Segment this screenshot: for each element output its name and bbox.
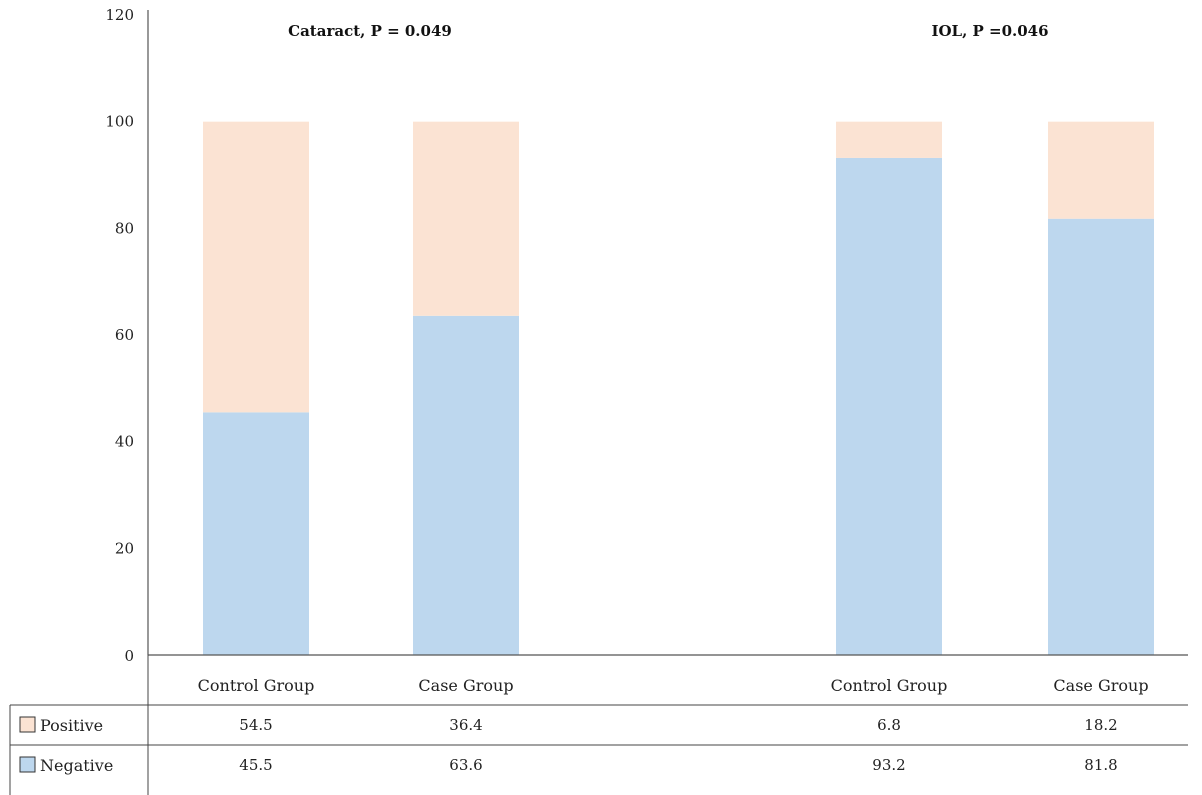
table-cell-value: 36.4 bbox=[449, 716, 482, 734]
axes-layer: 0 20 40 60 80 100 120 Control Group Case Group Co… bbox=[105, 6, 1188, 695]
x-category-label: Case Group bbox=[1053, 676, 1148, 695]
bars-layer bbox=[203, 121, 1154, 655]
bar-negative bbox=[1048, 218, 1154, 655]
y-tick-label: 100 bbox=[105, 113, 134, 131]
legend-label: Positive bbox=[40, 716, 103, 735]
x-category-label: Control Group bbox=[831, 676, 948, 695]
table-cell-value: 54.5 bbox=[239, 716, 272, 734]
legend-swatch bbox=[19, 716, 36, 733]
legend-label: Negative bbox=[40, 756, 113, 775]
table-cell-value: 63.6 bbox=[449, 756, 482, 774]
bar-positive bbox=[1048, 121, 1154, 219]
x-category-label: Case Group bbox=[418, 676, 513, 695]
bar-negative bbox=[203, 412, 309, 655]
y-tick-label: 20 bbox=[115, 539, 134, 557]
x-category-label: Control Group bbox=[198, 676, 315, 695]
legend-swatch bbox=[19, 756, 36, 773]
y-tick-label: 120 bbox=[105, 6, 134, 24]
y-tick-label: 80 bbox=[115, 219, 134, 237]
table-cell-value: 81.8 bbox=[1084, 756, 1117, 774]
bar-negative bbox=[836, 157, 942, 655]
table-cell-value: 93.2 bbox=[872, 756, 905, 774]
table-cell-value: 18.2 bbox=[1084, 716, 1117, 734]
y-tick-label: 40 bbox=[115, 433, 134, 451]
panel-title: Cataract, P = 0.049 bbox=[288, 22, 452, 40]
bar-positive bbox=[413, 121, 519, 316]
bar-positive bbox=[836, 121, 942, 158]
y-tick-label: 0 bbox=[124, 647, 134, 665]
table-cell-value: 6.8 bbox=[877, 716, 901, 734]
data-table: Positive 54.5 36.4 6.8 18.2 Negative 45.5 63.6 9… bbox=[9, 655, 1188, 795]
panel-title: IOL, P =0.046 bbox=[931, 22, 1048, 40]
bar-positive bbox=[203, 121, 309, 413]
bar-negative bbox=[413, 315, 519, 655]
table-cell-value: 45.5 bbox=[239, 756, 272, 774]
y-tick-label: 60 bbox=[115, 326, 134, 344]
